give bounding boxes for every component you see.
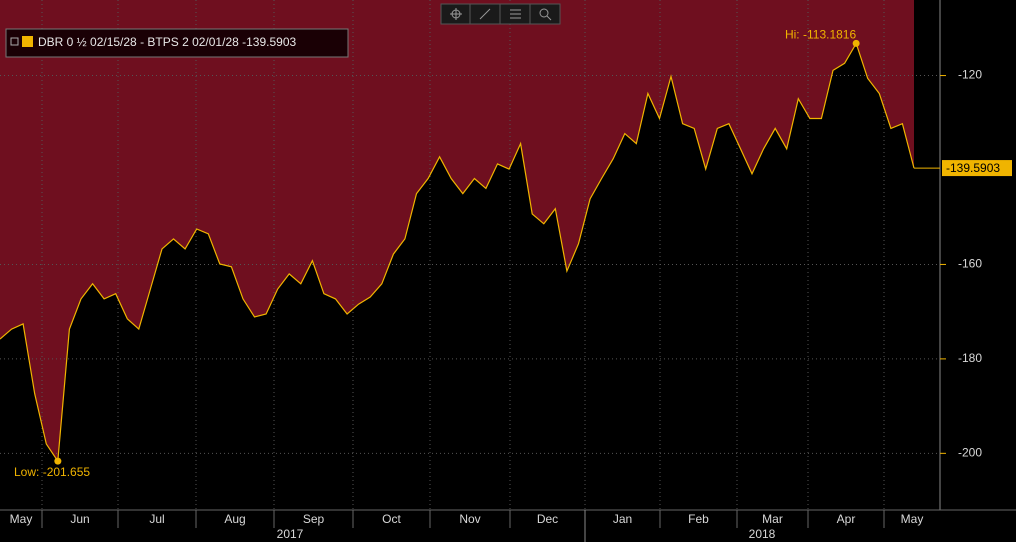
x-tick-label: May: [10, 512, 33, 526]
x-tick-label: Dec: [537, 512, 558, 526]
y-tick-label: -160: [958, 257, 982, 271]
legend-label: DBR 0 ½ 02/15/28 - BTPS 2 02/01/28 -139.…: [38, 35, 296, 49]
y-tick-label: -180: [958, 351, 982, 365]
x-tick-label: Oct: [382, 512, 401, 526]
last-value-label: -139.5903: [946, 161, 1000, 175]
x-tick-label: Sep: [303, 512, 325, 526]
legend-swatch: [22, 36, 33, 47]
x-tick-label: Jul: [149, 512, 164, 526]
legend: DBR 0 ½ 02/15/28 - BTPS 2 02/01/28 -139.…: [5, 28, 349, 58]
toolbar-icons[interactable]: [450, 8, 552, 21]
low-marker: [54, 457, 62, 465]
low-annotation-value: -201.655: [43, 465, 91, 479]
y-tick-label: -200: [958, 446, 982, 460]
series-line: [0, 41, 915, 463]
x-tick-label: Jun: [70, 512, 89, 526]
low-annotation: Low: -201.655: [14, 465, 90, 479]
x-tick-label: May: [901, 512, 924, 526]
year-label: 2018: [749, 527, 776, 541]
legend-frame: [5, 28, 349, 58]
y-tick-label: -120: [958, 68, 982, 82]
high-annotation-value: -113.1816: [803, 28, 856, 42]
year-label: 2017: [277, 527, 304, 541]
high-annotation: Hi: -113.1816: [785, 28, 856, 42]
x-tick-label: Aug: [224, 512, 245, 526]
toolbar[interactable]: [440, 3, 561, 25]
lower-fill: [0, 43, 914, 511]
x-tick-label: Apr: [837, 512, 856, 526]
legend-toggle[interactable]: [10, 37, 19, 46]
high-annotation-label: Hi:: [785, 28, 800, 42]
x-tick-label: Mar: [762, 512, 783, 526]
plot-area: [0, 0, 914, 511]
low-annotation-label: Low:: [14, 465, 39, 479]
high-marker: [852, 39, 860, 47]
last-value-box: [942, 160, 1012, 177]
x-tick-label: Nov: [459, 512, 480, 526]
x-tick-label: Feb: [688, 512, 709, 526]
x-tick-label: Jan: [613, 512, 632, 526]
